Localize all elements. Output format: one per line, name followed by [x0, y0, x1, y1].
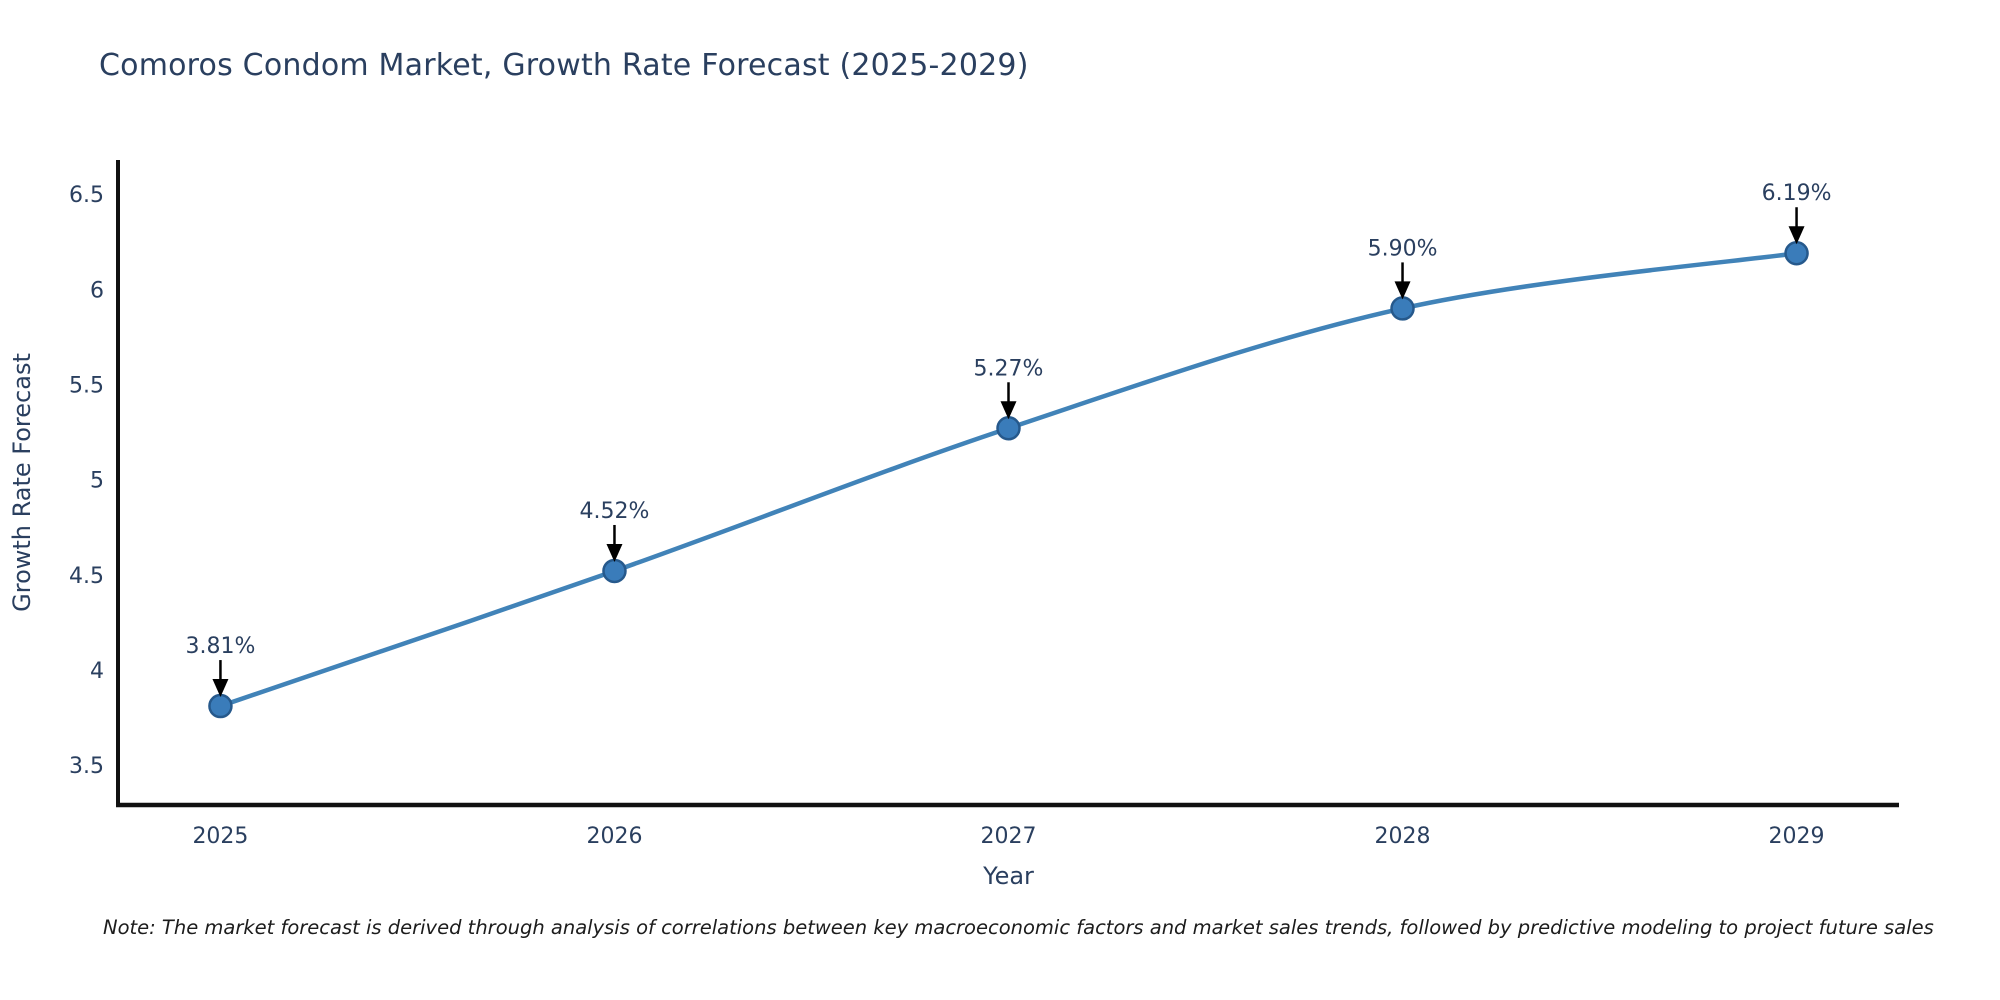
- x-tick-label: 2028: [1375, 824, 1431, 849]
- annotation-arrow-head: [212, 679, 229, 698]
- data-point-label: 6.19%: [1762, 181, 1832, 206]
- x-tick-label: 2025: [192, 824, 248, 849]
- data-point-label: 5.90%: [1368, 236, 1438, 261]
- annotation-arrow-head: [1000, 401, 1017, 420]
- data-point-label: 5.27%: [974, 356, 1044, 381]
- x-tick-label: 2029: [1769, 824, 1825, 849]
- data-point-label: 3.81%: [186, 634, 256, 659]
- y-axis-title: Growth Rate Forecast: [8, 353, 36, 612]
- y-tick-label: 6: [90, 278, 104, 303]
- chart-title: Comoros Condom Market, Growth Rate Forec…: [99, 48, 1029, 83]
- data-point-marker: [1784, 240, 1809, 266]
- y-tick-label: 4.5: [69, 564, 104, 589]
- data-point-marker: [1390, 296, 1415, 321]
- annotation-arrow-head: [1394, 281, 1411, 300]
- trend-line: [219, 251, 1797, 709]
- x-tick-label: 2027: [981, 824, 1037, 849]
- x-tick-label: 2026: [586, 824, 642, 849]
- y-tick-label: 5.5: [69, 374, 104, 399]
- data-point-label: 4.52%: [580, 499, 650, 524]
- data-point-marker: [996, 416, 1021, 441]
- y-tick-label: 6.5: [69, 183, 104, 208]
- data-point-marker: [602, 558, 627, 584]
- y-tick-label: 4: [90, 659, 104, 684]
- y-tick-label: 3.5: [69, 754, 104, 779]
- y-tick-label: 5: [90, 469, 104, 494]
- footnote: Note: The market forecast is derived thr…: [103, 916, 1934, 939]
- annotation-arrow-head: [1788, 226, 1805, 245]
- data-point-marker: [208, 693, 233, 719]
- x-axis-title: Year: [982, 862, 1034, 890]
- annotation-arrow-head: [606, 543, 623, 562]
